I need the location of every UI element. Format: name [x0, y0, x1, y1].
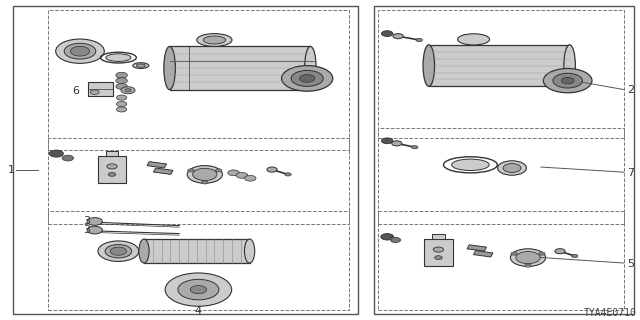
Circle shape — [216, 169, 222, 172]
Ellipse shape — [498, 161, 526, 175]
Circle shape — [285, 173, 291, 176]
Circle shape — [381, 138, 393, 144]
Text: 5: 5 — [627, 259, 634, 269]
FancyBboxPatch shape — [429, 45, 570, 86]
FancyBboxPatch shape — [106, 151, 118, 156]
Polygon shape — [467, 245, 486, 251]
Circle shape — [70, 46, 90, 56]
Circle shape — [121, 87, 135, 94]
Ellipse shape — [64, 43, 96, 59]
Text: 3: 3 — [83, 216, 90, 227]
Circle shape — [116, 78, 127, 84]
FancyBboxPatch shape — [88, 82, 113, 96]
Polygon shape — [147, 162, 166, 168]
Circle shape — [116, 84, 127, 89]
Ellipse shape — [136, 64, 145, 67]
Ellipse shape — [564, 45, 575, 86]
Circle shape — [116, 95, 127, 100]
Text: 4: 4 — [195, 306, 202, 316]
Ellipse shape — [305, 46, 316, 90]
Circle shape — [412, 146, 418, 149]
Ellipse shape — [516, 252, 540, 264]
Ellipse shape — [458, 34, 490, 45]
Circle shape — [555, 249, 565, 254]
Circle shape — [165, 273, 232, 306]
FancyBboxPatch shape — [424, 239, 453, 266]
FancyBboxPatch shape — [170, 46, 310, 90]
FancyBboxPatch shape — [97, 156, 127, 183]
Ellipse shape — [204, 36, 226, 44]
Circle shape — [116, 101, 127, 107]
Circle shape — [87, 218, 102, 225]
Polygon shape — [474, 251, 493, 257]
Circle shape — [125, 89, 131, 92]
Circle shape — [178, 279, 219, 300]
Ellipse shape — [503, 164, 521, 172]
Circle shape — [90, 90, 99, 94]
Polygon shape — [154, 168, 173, 174]
Circle shape — [291, 70, 323, 86]
Text: 7: 7 — [627, 168, 634, 178]
Circle shape — [87, 226, 102, 234]
Text: 6: 6 — [72, 86, 79, 96]
Ellipse shape — [188, 166, 223, 183]
FancyBboxPatch shape — [144, 239, 250, 263]
Circle shape — [561, 77, 574, 84]
Circle shape — [188, 169, 194, 172]
Circle shape — [108, 172, 116, 176]
Circle shape — [393, 34, 403, 39]
Circle shape — [525, 264, 531, 267]
Circle shape — [110, 247, 127, 255]
Circle shape — [107, 164, 117, 169]
Circle shape — [539, 252, 545, 255]
Ellipse shape — [105, 244, 132, 258]
Ellipse shape — [197, 34, 232, 46]
Ellipse shape — [106, 54, 131, 61]
Circle shape — [116, 72, 127, 78]
Circle shape — [435, 256, 442, 260]
Ellipse shape — [244, 239, 255, 263]
Circle shape — [228, 170, 239, 176]
Circle shape — [62, 155, 74, 161]
Circle shape — [381, 31, 393, 36]
Circle shape — [202, 181, 208, 184]
Circle shape — [116, 107, 127, 112]
Ellipse shape — [133, 63, 149, 68]
Circle shape — [416, 38, 422, 42]
Ellipse shape — [98, 241, 139, 261]
Circle shape — [390, 237, 401, 243]
Circle shape — [236, 172, 248, 178]
Circle shape — [392, 141, 402, 146]
Circle shape — [190, 285, 207, 294]
Circle shape — [553, 73, 582, 88]
Circle shape — [282, 66, 333, 91]
Ellipse shape — [139, 239, 149, 263]
Text: 1: 1 — [8, 164, 15, 175]
Ellipse shape — [193, 168, 217, 180]
Circle shape — [300, 75, 315, 82]
Ellipse shape — [511, 249, 545, 266]
Text: TYA4E0710: TYA4E0710 — [584, 308, 637, 318]
Circle shape — [49, 150, 63, 157]
Circle shape — [572, 254, 578, 258]
Circle shape — [511, 252, 517, 255]
Ellipse shape — [423, 45, 435, 86]
Circle shape — [244, 175, 256, 181]
Ellipse shape — [164, 46, 175, 90]
Circle shape — [267, 167, 277, 172]
Text: 2: 2 — [627, 84, 634, 95]
Ellipse shape — [452, 159, 489, 171]
Ellipse shape — [56, 39, 104, 63]
Circle shape — [433, 247, 444, 252]
Text: 3: 3 — [83, 225, 90, 236]
Circle shape — [543, 68, 592, 93]
FancyBboxPatch shape — [432, 234, 445, 239]
Circle shape — [381, 234, 394, 240]
